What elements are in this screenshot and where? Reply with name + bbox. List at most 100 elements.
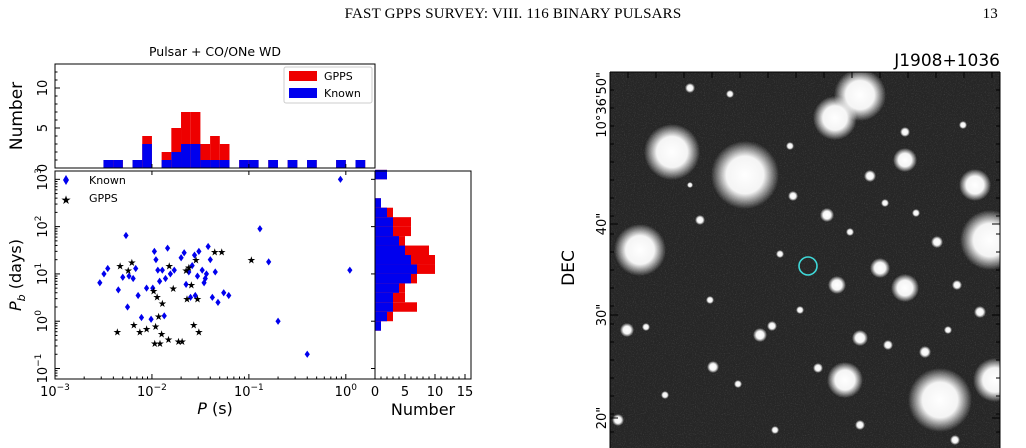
- data-point-known: [191, 251, 198, 259]
- page-number: 13: [982, 6, 998, 22]
- sky-star: [834, 72, 886, 121]
- sky-star: [767, 321, 777, 331]
- sky-star: [952, 280, 962, 290]
- data-point-known: [138, 313, 145, 322]
- sky-star: [726, 90, 734, 98]
- scatter-plot: ★★ ★★★★★★★★★★★★★★★★★★★★★★★★★★★★★ 10−3 10−2…: [6, 168, 376, 418]
- data-point-gpps: ★: [169, 284, 178, 295]
- data-point-known: [257, 225, 263, 233]
- histogram-bar-known: [336, 160, 346, 168]
- data-point-known: [337, 175, 344, 183]
- sky-star: [695, 215, 705, 225]
- legend-label-known: Known: [324, 87, 361, 100]
- data-point-known: [209, 293, 215, 301]
- data-point-gpps: ★: [174, 337, 183, 348]
- scatter-legend: Known ★ GPPS: [61, 174, 126, 207]
- data-point-known: [221, 289, 227, 297]
- data-point-gpps: ★: [184, 263, 193, 274]
- sky-star: [855, 420, 865, 430]
- top-histogram-legend: GPPS Known: [283, 66, 373, 104]
- histogram-bar-known: [239, 160, 249, 168]
- y-tick-label: 10−1: [34, 354, 51, 384]
- sky-star: [852, 330, 868, 346]
- x-tick-label: 10−1: [234, 383, 264, 400]
- data-point-gpps: ★: [194, 328, 203, 339]
- dec-tick-label: 20": [595, 407, 610, 430]
- histogram-bar-known: [219, 160, 230, 168]
- legend-label-known: Known: [89, 174, 126, 187]
- data-point-known: [143, 284, 150, 292]
- data-point-known: [150, 284, 156, 292]
- x-tick-label: 10−2: [137, 383, 167, 400]
- sky-star: [827, 362, 863, 398]
- data-point-gpps: ★: [210, 247, 219, 258]
- sky-star: [883, 340, 893, 350]
- data-point-known: [133, 264, 139, 273]
- page-header: FAST GPPS SURVEY: VIII. 116 BINARY PULSA…: [0, 6, 1026, 26]
- scatter-y-ticks: 10−1 100 101 102 103: [34, 168, 375, 383]
- data-point-gpps: ★: [151, 322, 160, 333]
- data-point-gpps: ★: [142, 325, 151, 336]
- histogram-bar-known: [375, 255, 411, 265]
- sky-image-stars: [612, 72, 1000, 445]
- y-tick-label: 103: [34, 168, 51, 190]
- data-point-gpps: ★: [113, 328, 122, 339]
- data-point-known: [123, 231, 129, 240]
- sky-star: [973, 358, 1000, 402]
- data-point-gpps: ★: [116, 262, 125, 273]
- histogram-bar-known: [171, 152, 182, 168]
- histogram-bar-known: [268, 160, 278, 168]
- sky-star: [959, 169, 991, 201]
- data-point-known: [194, 272, 201, 280]
- scatter-ylabel: Pb (days): [6, 239, 28, 311]
- data-point-known: [187, 293, 194, 301]
- running-title: FAST GPPS SURVEY: VIII. 116 BINARY PULSA…: [344, 6, 682, 22]
- sky-image-ticks: [610, 71, 1000, 433]
- dec-tick-label: 30": [595, 304, 610, 327]
- data-point-gpps: ★: [182, 266, 191, 277]
- top-histogram: Pulsar + CO/ONe WD 0 5 10 Number GPPS Know…: [7, 44, 376, 172]
- top-histogram-ylabel: Number: [7, 82, 27, 150]
- data-point-gpps: ★: [158, 299, 167, 310]
- histogram-bar-known: [375, 283, 399, 293]
- histogram-bar-known: [375, 217, 393, 227]
- top-histogram-frame: [54, 63, 376, 169]
- data-point-known: [148, 315, 154, 323]
- sky-star: [612, 414, 624, 426]
- dec-tick-label: 40": [595, 213, 610, 236]
- data-point-gpps: ★: [135, 328, 144, 339]
- sky-star: [642, 323, 650, 331]
- sky-star: [950, 435, 960, 445]
- data-point-known: [181, 249, 187, 257]
- data-point-known: [97, 279, 103, 287]
- pulsar-position-marker: [798, 256, 818, 276]
- sky-star: [644, 124, 700, 180]
- histogram-bar-known: [161, 160, 172, 168]
- histogram-bar-known: [375, 311, 387, 322]
- x-tick-label: 10: [427, 385, 444, 400]
- sky-star: [614, 224, 666, 276]
- legend-swatch-known: [289, 88, 317, 98]
- histogram-bar-known: [375, 226, 393, 237]
- data-point-known: [105, 264, 111, 273]
- legend-marker-known: [63, 175, 69, 185]
- data-point-gpps: ★: [164, 335, 173, 346]
- data-point-known: [192, 291, 198, 300]
- sky-star: [912, 209, 920, 217]
- y-tick-label: 0: [36, 164, 51, 172]
- sky-star: [820, 208, 834, 222]
- sky-star: [776, 250, 784, 258]
- sky-star: [711, 141, 779, 209]
- data-point-gpps: ★: [150, 339, 159, 350]
- sky-image-ylabel: DEC: [559, 250, 579, 286]
- sky-image-panel: J1908+1036 DEC 10°36'50" 40" 30" 20": [559, 51, 1001, 448]
- data-point-known: [266, 258, 272, 266]
- sky-star: [685, 83, 695, 93]
- sky-star: [974, 306, 986, 318]
- data-point-gpps: ★: [178, 337, 187, 348]
- histogram-bar-known: [113, 160, 123, 168]
- sky-star: [919, 346, 931, 358]
- data-point-known: [159, 266, 165, 274]
- histogram-bar-gpps: [190, 112, 201, 168]
- histogram-bar-known: [355, 160, 366, 168]
